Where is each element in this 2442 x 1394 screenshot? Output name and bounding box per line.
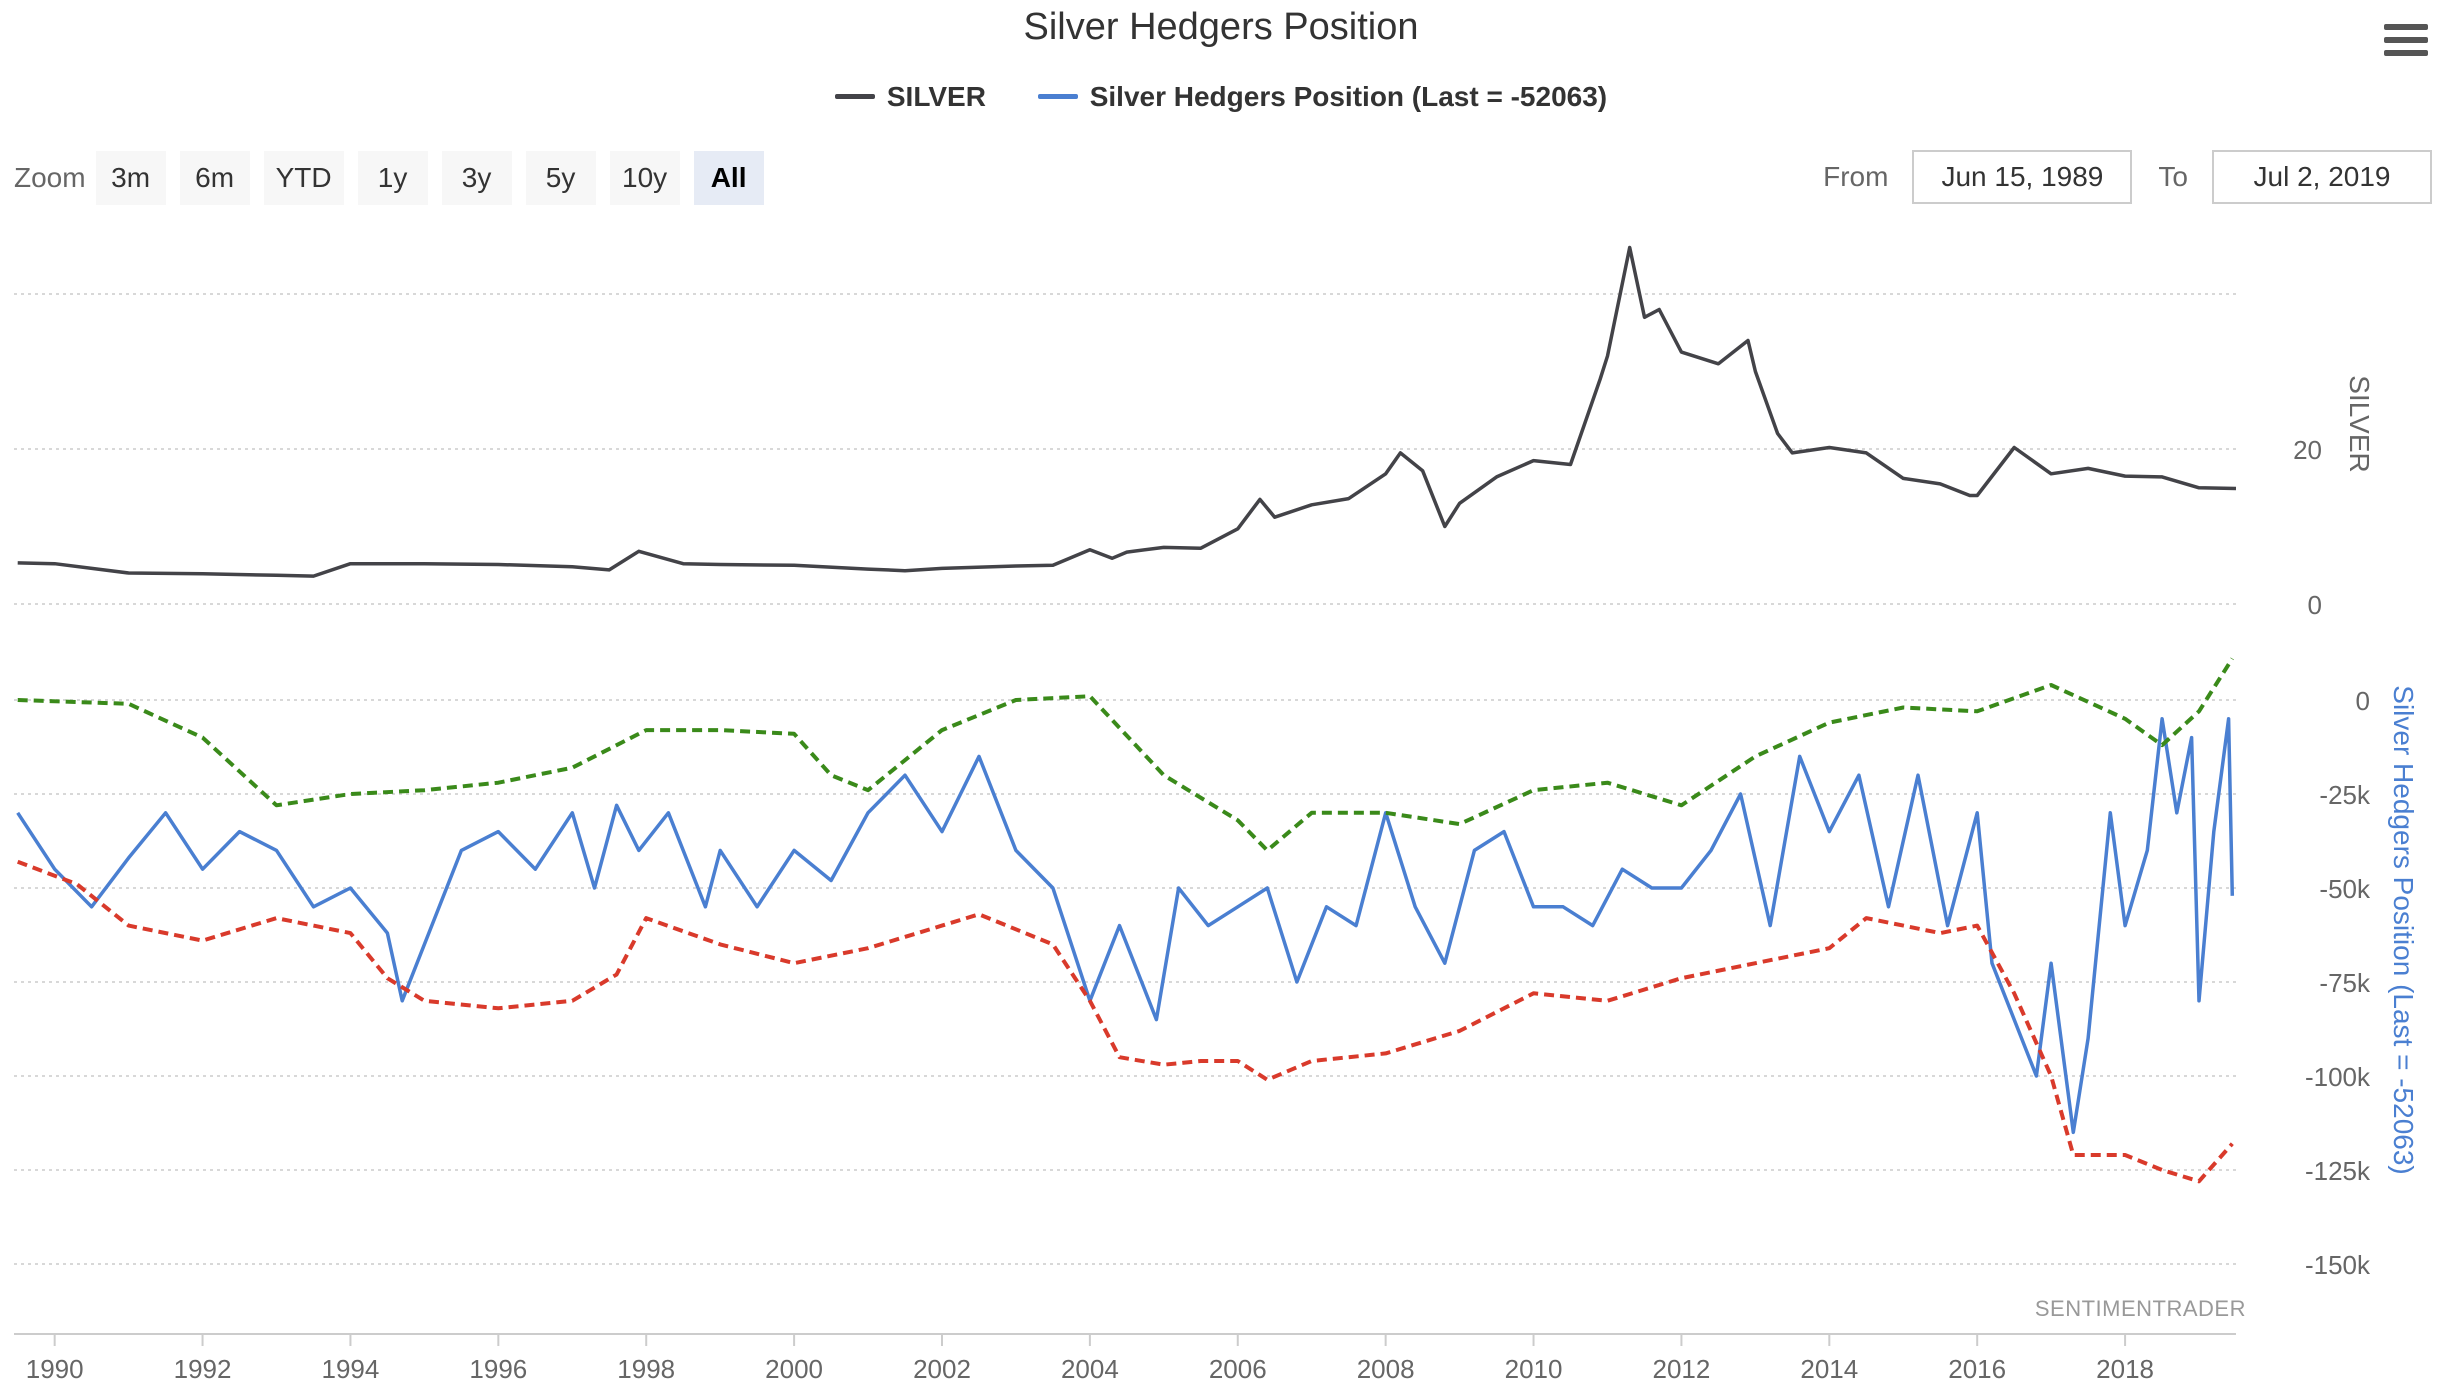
series-band-1-2: [16, 859, 2234, 1184]
y-tick-hedgers-2: -50k: [2319, 874, 2371, 904]
zoom-3y-button[interactable]: 3y: [441, 151, 512, 205]
zoom-all-button[interactable]: All: [693, 151, 764, 205]
series-silver-hedgers-position-last-52063: [16, 717, 2235, 1135]
x-tick-label-2: 1994: [322, 1354, 380, 1384]
y-tick-silver-0: 0: [2308, 590, 2322, 620]
x-tick-label-14: 2018: [2096, 1354, 2154, 1384]
legend-label-silver: SILVER: [886, 80, 986, 112]
credit-label: SENTIMENTRADER: [2034, 1296, 2246, 1321]
legend-item-hedgers[interactable]: Silver Hedgers Position (Last = -52063): [1037, 80, 1608, 113]
to-date-input[interactable]: Jul 2, 2019: [2212, 150, 2432, 204]
series-silver: [17, 245, 2237, 578]
from-date-input[interactable]: Jun 15, 1989: [1912, 150, 2133, 204]
zoom-5y-button[interactable]: 5y: [525, 151, 596, 205]
x-tick-label-13: 2016: [1948, 1354, 2006, 1384]
x-tick-label-8: 2006: [1209, 1354, 1267, 1384]
y-tick-hedgers-5: -125k: [2305, 1156, 2371, 1186]
hamburger-menu-icon[interactable]: [2384, 24, 2428, 62]
chart-title: Silver Hedgers Position: [1023, 6, 1419, 48]
legend-swatch-silver: [834, 94, 875, 99]
from-label: From: [1823, 161, 1889, 192]
y-tick-hedgers-1: -25k: [2319, 780, 2371, 810]
x-tick-label-6: 2002: [913, 1354, 971, 1384]
legend: SILVER Silver Hedgers Position (Last = -…: [0, 74, 2442, 113]
y-tick-hedgers-0: 0: [2356, 686, 2370, 716]
series-band-1-1: [17, 657, 2234, 853]
zoom-bar: Zoom 3m 6m YTD 1y 3y 5y 10y All: [14, 150, 778, 206]
x-tick-label-3: 1996: [469, 1354, 527, 1384]
zoom-6m-button[interactable]: 6m: [179, 151, 250, 205]
legend-item-silver[interactable]: SILVER: [834, 80, 986, 113]
x-tick-label-5: 2000: [765, 1354, 823, 1384]
zoom-3m-button[interactable]: 3m: [95, 151, 166, 205]
x-tick-label-1: 1992: [174, 1354, 232, 1384]
zoom-label: Zoom: [14, 162, 86, 193]
y-tick-hedgers-6: -150k: [2305, 1250, 2371, 1280]
x-tick-label-10: 2010: [1505, 1354, 1563, 1384]
x-tick-label-4: 1998: [617, 1354, 675, 1384]
zoom-ytd-button[interactable]: YTD: [263, 151, 344, 205]
x-tick-label-11: 2012: [1653, 1354, 1711, 1384]
zoom-1y-button[interactable]: 1y: [357, 151, 428, 205]
date-range: From Jun 15, 1989 To Jul 2, 2019: [1823, 150, 2432, 204]
x-tick-label-9: 2008: [1357, 1354, 1415, 1384]
to-label: To: [2158, 161, 2188, 192]
legend-swatch-hedgers: [1037, 94, 1078, 99]
y-tick-hedgers-4: -100k: [2305, 1062, 2371, 1092]
x-tick-label-7: 2004: [1061, 1354, 1119, 1384]
zoom-10y-button[interactable]: 10y: [609, 151, 680, 205]
x-tick-label-0: 1990: [26, 1354, 84, 1384]
y-axis-title-hedgers: Silver Hedgers Position (Last = -52063): [2388, 685, 2419, 1174]
legend-label-hedgers: Silver Hedgers Position (Last = -52063): [1089, 80, 1608, 112]
y-axis-title-silver: SILVER: [2344, 375, 2375, 473]
y-tick-silver-1: 20: [2293, 435, 2322, 465]
x-tick-label-12: 2014: [1800, 1354, 1858, 1384]
y-tick-hedgers-3: -75k: [2319, 968, 2371, 998]
